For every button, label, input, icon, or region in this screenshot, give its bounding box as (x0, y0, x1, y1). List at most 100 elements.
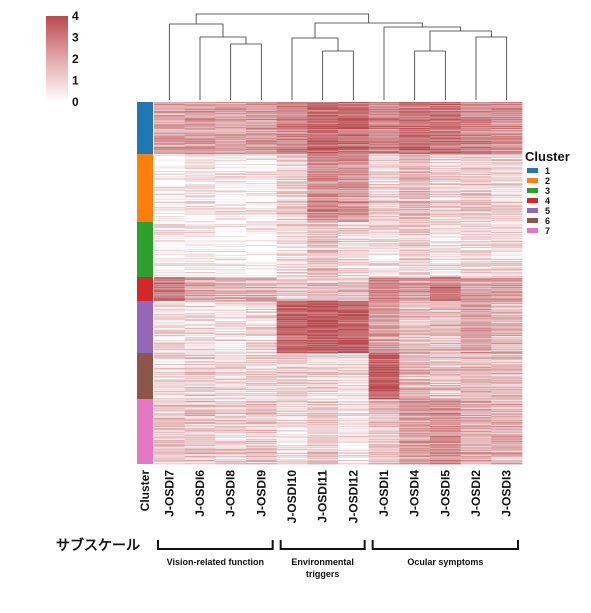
heatmap-cell (307, 349, 339, 351)
heatmap-cell (276, 104, 308, 106)
heatmap-cell (184, 112, 216, 114)
heatmap-cell (307, 227, 339, 229)
heatmap-cell (430, 240, 462, 242)
heatmap-row (154, 455, 523, 457)
heatmap-cell (307, 367, 339, 369)
heatmap-cell (338, 170, 370, 172)
heatmap-cell (215, 343, 247, 345)
heatmap-cell (276, 178, 308, 180)
heatmap-cell (491, 370, 523, 372)
heatmap-cell (215, 121, 247, 123)
heatmap-cell (276, 235, 308, 237)
heatmap-cell (338, 286, 370, 288)
heatmap-cell (307, 128, 339, 130)
heatmap-cell (246, 195, 278, 197)
heatmap-cell (215, 357, 247, 359)
heatmap-cell (338, 254, 370, 256)
heatmap-row (154, 256, 523, 258)
heatmap-cell (460, 189, 492, 191)
cluster-bar-6 (137, 353, 153, 399)
dendrogram-link (429, 30, 492, 51)
heatmap-cell (338, 150, 370, 152)
heatmap-cell (276, 290, 308, 292)
heatmap-cell (460, 123, 492, 125)
heatmap-cell (215, 451, 247, 453)
heatmap-cell (307, 131, 339, 133)
heatmap-cell (307, 127, 339, 129)
heatmap-cell (276, 355, 308, 357)
heatmap-cell (246, 239, 278, 241)
heatmap-cell (184, 399, 216, 401)
heatmap-cell (460, 399, 492, 401)
heatmap-cell (399, 418, 431, 420)
heatmap-row (154, 458, 523, 460)
heatmap-cell (184, 355, 216, 357)
heatmap-cell (154, 377, 186, 379)
heatmap-cell (338, 375, 370, 377)
heatmap-cell (460, 324, 492, 326)
heatmap-cell (368, 153, 400, 155)
heatmap-cell (215, 261, 247, 263)
heatmap-cell (276, 147, 308, 149)
heatmap-cell (430, 116, 462, 118)
heatmap-row (154, 192, 523, 194)
heatmap-cell (154, 124, 186, 126)
heatmap-row (154, 353, 523, 355)
heatmap-cell (276, 432, 308, 434)
heatmap-cell (491, 430, 523, 432)
heatmap-cell (215, 393, 247, 395)
heatmap-cell (215, 115, 247, 117)
heatmap-cell (307, 206, 339, 208)
heatmap-cell (368, 155, 400, 157)
heatmap-cell (430, 276, 462, 278)
heatmap-cell (338, 152, 370, 154)
heatmap-cell (368, 337, 400, 339)
heatmap-cell (215, 205, 247, 207)
heatmap-cell (276, 327, 308, 329)
heatmap-cell (368, 299, 400, 301)
heatmap-cell (276, 285, 308, 287)
heatmap-cell (307, 436, 339, 438)
heatmap-cell (399, 163, 431, 165)
heatmap-cell (430, 150, 462, 152)
heatmap-cell (184, 358, 216, 360)
heatmap-cell (307, 102, 339, 104)
heatmap-cell (276, 400, 308, 402)
heatmap-cell (460, 375, 492, 377)
heatmap-cell (307, 216, 339, 218)
heatmap-cell (399, 220, 431, 222)
heatmap-cell (460, 120, 492, 122)
heatmap-cell (399, 403, 431, 405)
heatmap-cell (338, 277, 370, 279)
heatmap-cell (338, 370, 370, 372)
heatmap-cell (430, 211, 462, 213)
heatmap-cell (307, 113, 339, 115)
heatmap-cell (338, 227, 370, 229)
heatmap-cell (368, 426, 400, 428)
heatmap-cell (154, 419, 186, 421)
heatmap-row (154, 456, 523, 458)
heatmap-cell (430, 398, 462, 400)
heatmap-cell (460, 107, 492, 109)
heatmap-cell (276, 394, 308, 396)
heatmap-cell (276, 448, 308, 450)
heatmap-cell (430, 130, 462, 132)
heatmap-cell (399, 398, 431, 400)
heatmap-cell (246, 358, 278, 360)
heatmap-cell (215, 259, 247, 261)
heatmap-cell (246, 219, 278, 221)
heatmap-cell (276, 127, 308, 129)
heatmap-cell (307, 282, 339, 284)
heatmap-cell (399, 201, 431, 203)
heatmap-cell (430, 218, 462, 220)
heatmap-cell (338, 214, 370, 216)
heatmap-cell (246, 440, 278, 442)
heatmap-cell (430, 409, 462, 411)
heatmap-cell (184, 213, 216, 215)
heatmap-cell (184, 374, 216, 376)
heatmap-row (154, 420, 523, 422)
heatmap-cell (491, 408, 523, 410)
heatmap-cell (368, 414, 400, 416)
heatmap-row (154, 341, 523, 343)
